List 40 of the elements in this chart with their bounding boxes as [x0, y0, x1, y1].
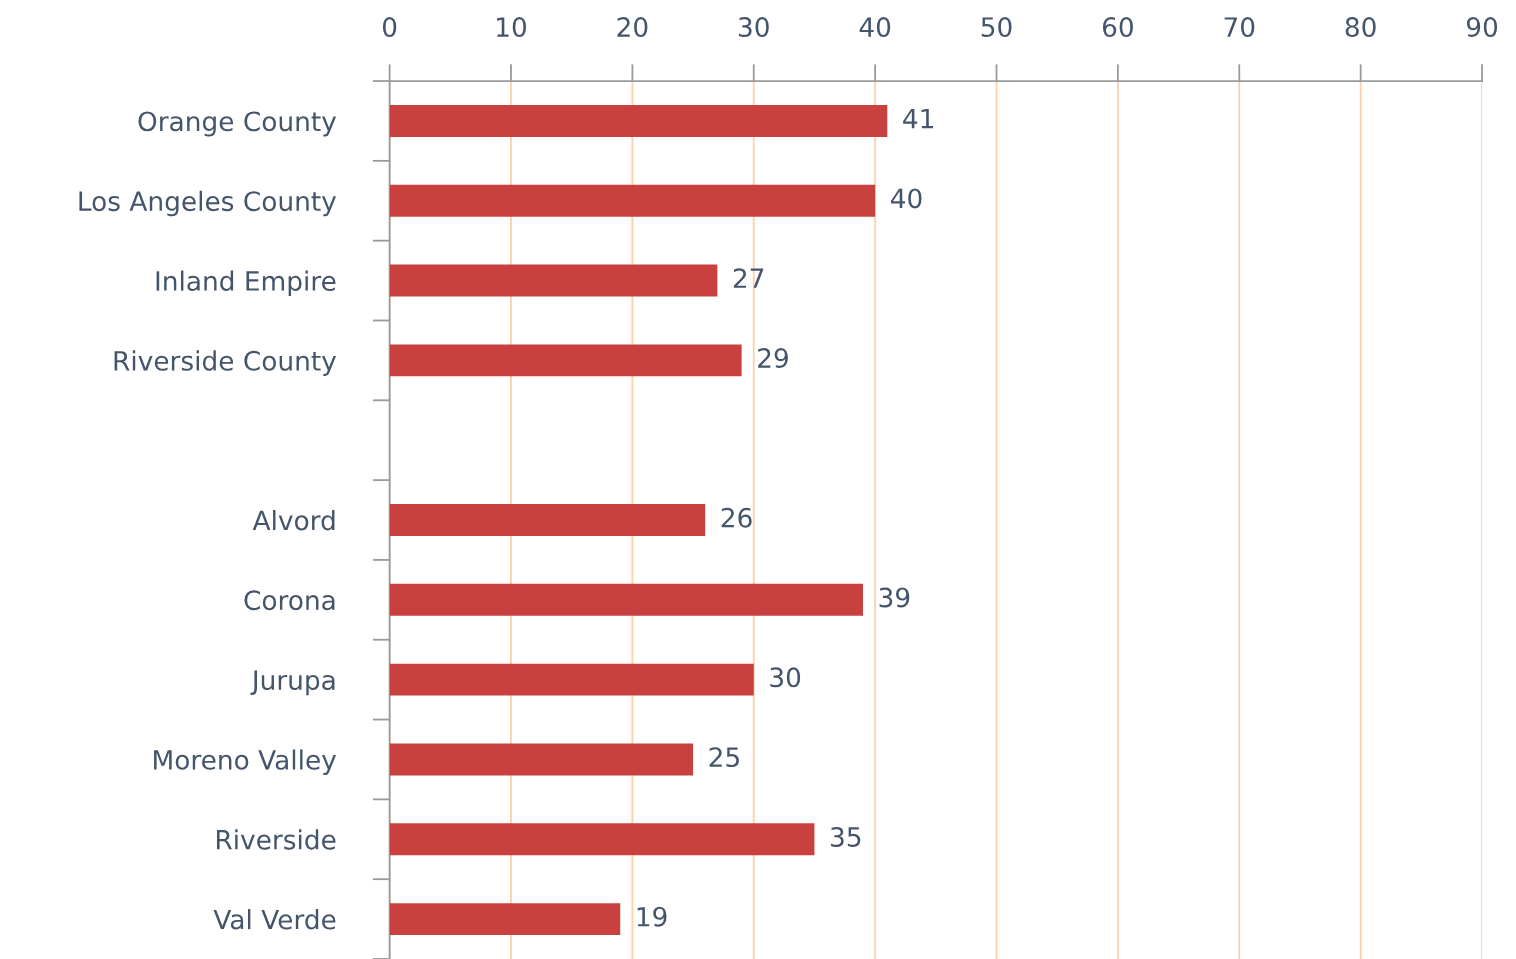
data-label: 19	[637, 906, 667, 927]
y-tick-label: Riverside	[216, 829, 336, 850]
y-tick-label: Val Verde	[213, 909, 336, 930]
data-label: 40	[890, 188, 922, 209]
data-label: 27	[733, 268, 764, 288]
bar	[389, 823, 815, 856]
data-label: 29	[758, 348, 788, 369]
x-tick-label: 60	[1102, 17, 1133, 38]
x-tick-label: 90	[1466, 17, 1498, 38]
bar	[389, 104, 888, 137]
bar	[389, 743, 694, 776]
y-tick-label: Jurupa	[250, 670, 335, 696]
x-tick-label: 10	[497, 17, 527, 38]
y-tick-label: Los Angeles County	[79, 190, 337, 217]
bar	[389, 903, 621, 936]
bar	[389, 264, 718, 297]
x-tick-label: 20	[617, 17, 648, 38]
data-label: 30	[770, 667, 801, 688]
y-tick-label: Inland Empire	[156, 270, 336, 297]
bar	[389, 663, 754, 696]
y-tick-label: Alvord	[252, 509, 335, 531]
x-tick-label: 30	[738, 17, 769, 38]
y-tick-label: Moreno Valley	[154, 749, 337, 775]
bar	[389, 583, 863, 616]
bar	[389, 184, 876, 217]
y-tick-label: Riverside County	[114, 350, 337, 376]
x-tick-label: 70	[1224, 17, 1255, 38]
data-label: 25	[709, 747, 739, 768]
data-label: 26	[721, 507, 752, 528]
x-tick-label: 50	[981, 17, 1012, 38]
x-tick-label: 80	[1345, 17, 1376, 38]
y-tick-label: Orange County	[138, 111, 337, 137]
bar	[389, 344, 742, 377]
bar	[389, 504, 706, 536]
data-label: 35	[831, 826, 861, 847]
x-tick-label: 40	[859, 17, 891, 38]
y-tick-label: Corona	[244, 590, 335, 611]
data-label: 41	[903, 108, 933, 129]
x-tick-label: 0	[382, 17, 397, 38]
data-label: 39	[879, 587, 910, 608]
